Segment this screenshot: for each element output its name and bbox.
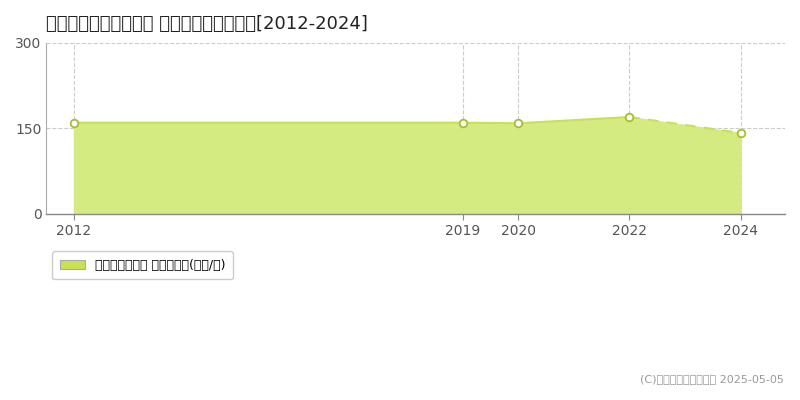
- Text: 名古屋市昭和区車田町 マンション価格推移[2012-2024]: 名古屋市昭和区車田町 マンション価格推移[2012-2024]: [46, 15, 368, 33]
- Text: (C)土地価格ドットコム 2025-05-05: (C)土地価格ドットコム 2025-05-05: [640, 374, 784, 384]
- Legend: マンション価格 平均坪単価(万円/坪): マンション価格 平均坪単価(万円/坪): [53, 252, 233, 280]
